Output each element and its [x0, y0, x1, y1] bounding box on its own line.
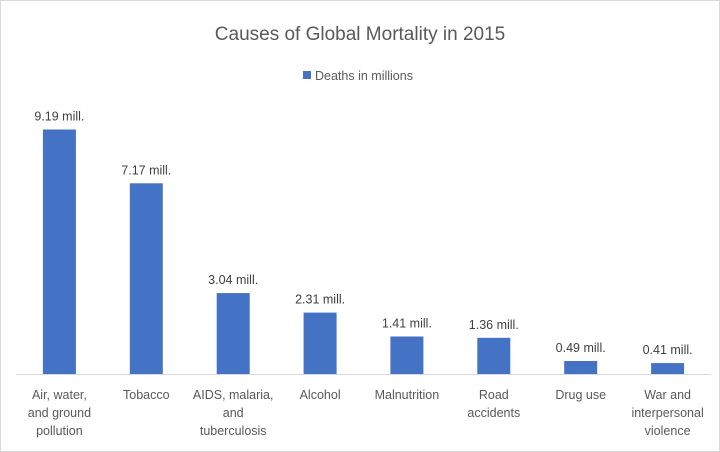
- data-label-7: 0.41 mill.: [643, 343, 693, 357]
- data-label-5: 1.36 mill.: [469, 318, 519, 332]
- x-tick-label-7: War and interpersonal violence: [631, 388, 703, 438]
- x-tick-label-0: Air, water, and ground pollution: [28, 388, 91, 438]
- data-label-1: 7.17 mill.: [121, 163, 171, 177]
- legend: Deaths in millions: [303, 69, 413, 83]
- bar-0: [42, 129, 76, 374]
- bar-1: [129, 183, 163, 374]
- x-tick-label-5: Road accidents: [467, 388, 520, 420]
- bar-6: [564, 361, 598, 374]
- bar-3: [303, 312, 337, 374]
- bar-2: [216, 293, 250, 374]
- x-tick-label-4: Malnutrition: [375, 388, 440, 402]
- legend-swatch: [303, 71, 311, 79]
- data-label-2: 3.04 mill.: [208, 273, 258, 287]
- bar-5: [477, 337, 511, 374]
- x-tick-label-3: Alcohol: [300, 388, 341, 402]
- data-label-6: 0.49 mill.: [556, 341, 606, 355]
- bars-layer: [42, 129, 685, 374]
- x-tick-label-1: Tobacco: [123, 388, 170, 402]
- data-label-3: 2.31 mill.: [295, 293, 345, 307]
- x-tick-label-6: Drug use: [555, 388, 606, 402]
- x-tick-label-2: AIDS, malaria, and tuberculosis: [193, 388, 274, 438]
- data-labels-layer: 9.19 mill. 7.17 mill. 3.04 mill. 2.31 mill.…: [34, 110, 692, 358]
- data-label-0: 9.19 mill.: [34, 110, 84, 124]
- bar-7: [651, 363, 685, 374]
- data-label-4: 1.41 mill.: [382, 317, 432, 331]
- x-tick-labels-layer: Air, water, and ground pollution Tobacco AID…: [28, 388, 704, 438]
- legend-label: Deaths in millions: [315, 69, 413, 83]
- chart-title: Causes of Global Mortality in 2015: [215, 24, 505, 45]
- bar-4: [390, 336, 424, 374]
